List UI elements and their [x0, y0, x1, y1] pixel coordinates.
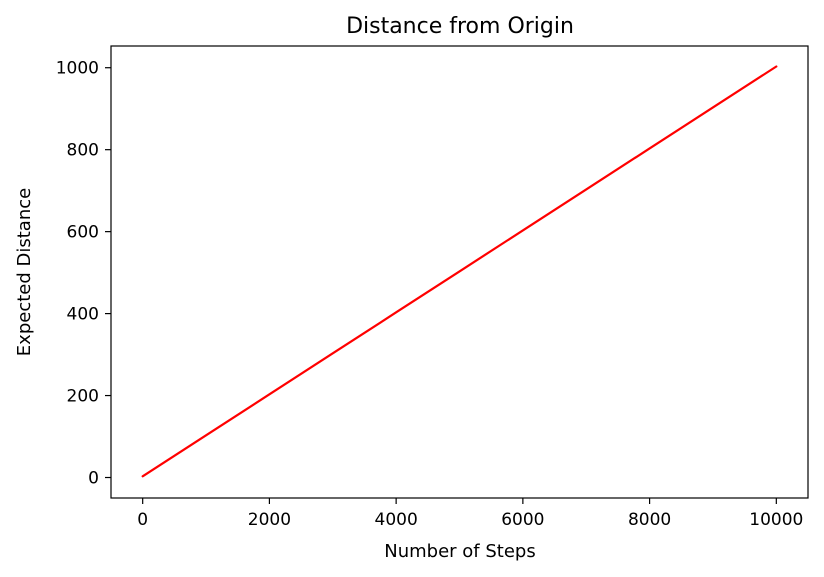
- series-layer: [141, 65, 778, 478]
- y-tick-label: 200: [67, 387, 99, 407]
- y-tick-label: 600: [67, 223, 99, 243]
- x-axis-ticks: 0 2000 4000 6000 8000 10000: [137, 498, 803, 530]
- x-tick-label: 2000: [248, 510, 291, 530]
- x-tick-label: 4000: [375, 510, 418, 530]
- plot-frame: [110, 45, 809, 499]
- x-axis-label: Number of Steps: [384, 541, 535, 562]
- series-line: [141, 65, 778, 478]
- y-tick-label: 0: [88, 469, 99, 489]
- chart-title: Distance from Origin: [346, 14, 574, 39]
- y-axis-ticks: 0 200 400 600 800 1000: [56, 59, 111, 489]
- x-tick-label: 6000: [501, 510, 544, 530]
- y-tick-label: 800: [67, 141, 99, 161]
- x-tick-label: 8000: [628, 510, 671, 530]
- y-tick-label: 400: [67, 305, 99, 325]
- y-tick-label: 1000: [56, 59, 99, 79]
- y-axis-label: Expected Distance: [14, 188, 35, 356]
- x-tick-label: 10000: [749, 510, 803, 530]
- x-tick-label: 0: [137, 510, 148, 530]
